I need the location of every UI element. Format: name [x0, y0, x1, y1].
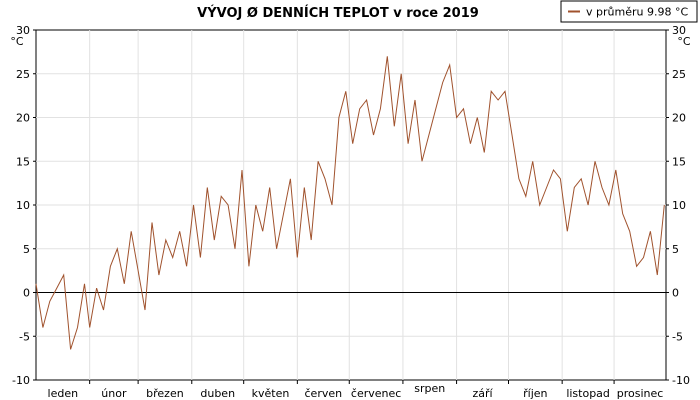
legend-label: v průměru 9.98 °C	[586, 6, 688, 19]
y-unit-label-left: °C	[10, 35, 24, 48]
y-unit-label-right: °C	[677, 35, 691, 48]
y-tick-label-right: 10	[672, 199, 686, 212]
y-tick-label-left: 30	[16, 24, 30, 37]
y-tick-label-left: 20	[16, 112, 30, 125]
x-tick-label: listopad	[566, 387, 610, 400]
y-tick-label-right: 30	[672, 24, 686, 37]
y-tick-label-right: 25	[672, 68, 686, 81]
x-tick-label: prosinec	[617, 387, 664, 400]
series-line-daily-temperature	[35, 56, 665, 350]
y-tick-label-right: 5	[672, 243, 679, 256]
y-tick-label-right: -5	[672, 330, 683, 343]
y-tick-label-left: 10	[16, 199, 30, 212]
x-tick-label: květen	[252, 387, 290, 400]
y-tick-label-left: 25	[16, 68, 30, 81]
y-tick-label-right: 20	[672, 112, 686, 125]
chart-title: VÝVOJ Ø DENNÍCH TEPLOT v roce 2019	[197, 5, 479, 21]
legend-box	[560, 0, 698, 23]
y-tick-label-left: 15	[16, 155, 30, 168]
y-tick-label-right: 15	[672, 155, 686, 168]
x-axis-ticks: leden únor březen duben květen červen červenec…	[48, 380, 664, 400]
x-tick-label: říjen	[523, 387, 547, 400]
x-tick-label: září	[472, 387, 493, 400]
y-tick-label-left: 0	[23, 287, 30, 300]
y-tick-label-right: 0	[672, 287, 679, 300]
grid-lines	[36, 30, 666, 380]
x-tick-label: únor	[101, 387, 127, 400]
y-tick-label-left: 5	[23, 243, 30, 256]
y-tick-label-right: -10	[672, 374, 690, 387]
x-tick-label: červenec	[351, 387, 401, 400]
legend: v průměru 9.98 °C	[560, 0, 698, 23]
x-tick-label: duben	[200, 387, 235, 400]
x-tick-label: březen	[146, 387, 184, 400]
x-tick-label: červen	[305, 387, 343, 400]
y-axis-ticks: -10 -10 -5 -5 0 0 5 5 10 10 15 15 20 20 25 25 30 30	[12, 24, 690, 387]
y-tick-label-left: -5	[19, 330, 30, 343]
y-tick-label-left: -10	[12, 374, 30, 387]
x-tick-label: leden	[48, 387, 79, 400]
x-tick-label: srpen	[414, 382, 445, 395]
